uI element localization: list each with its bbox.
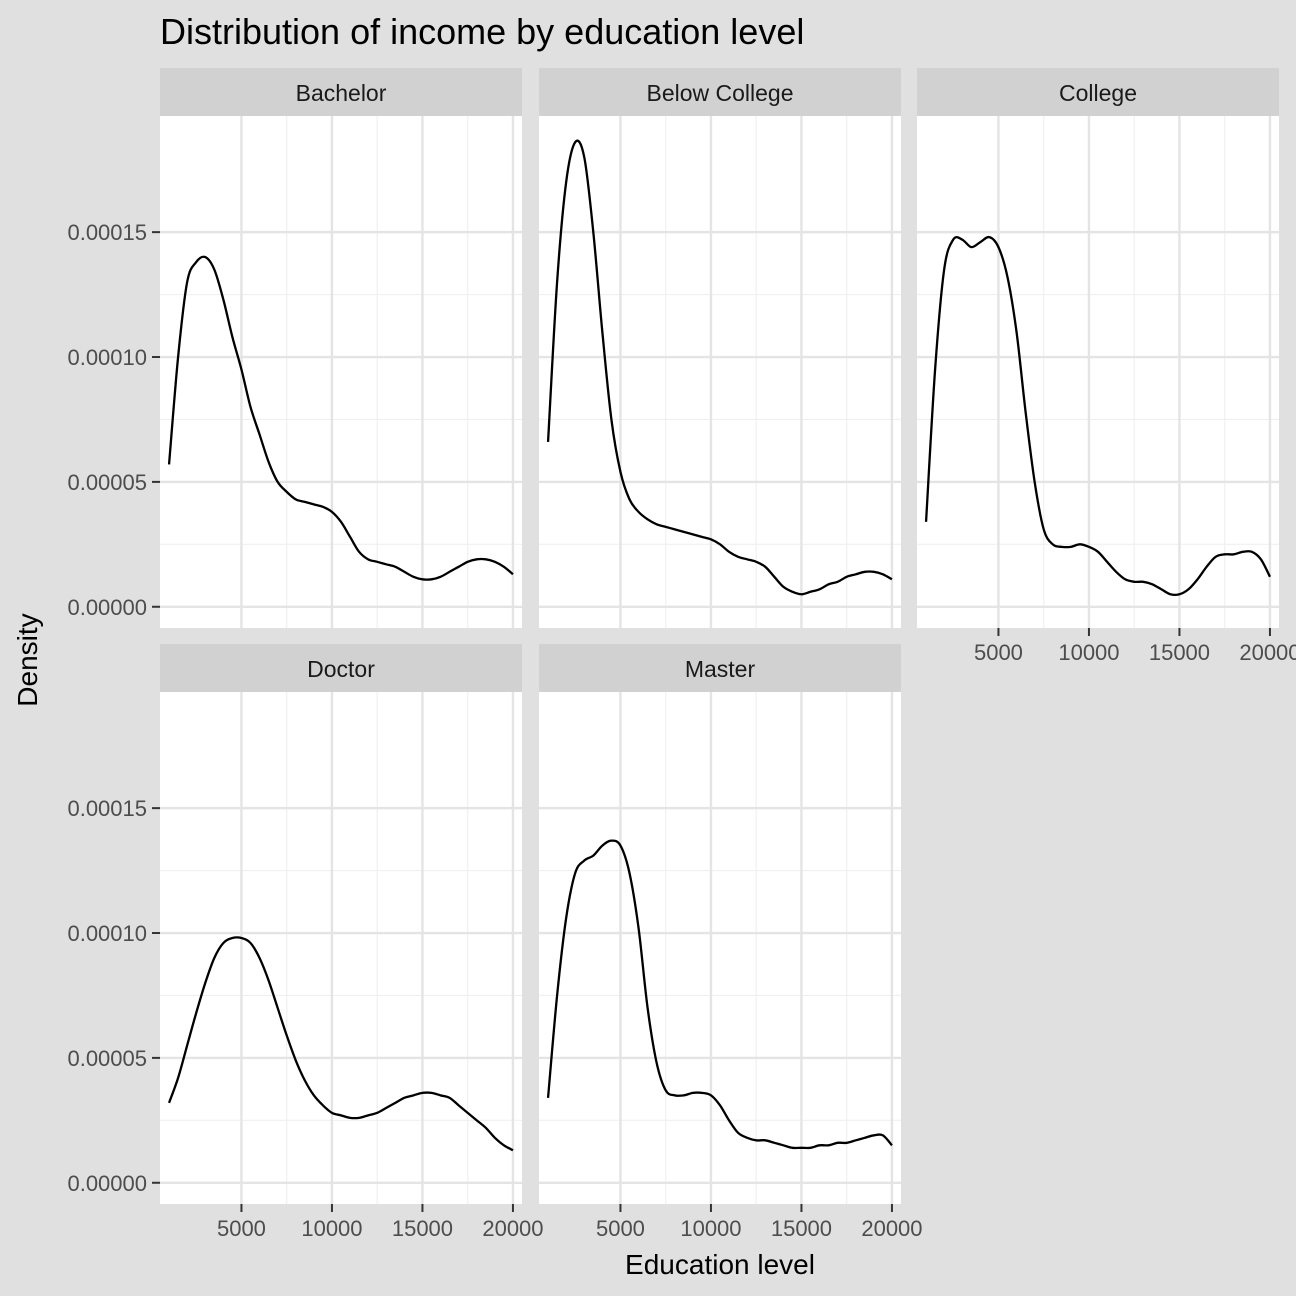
facet-panel-master: Master 5000 10000 15000 20000 <box>539 644 923 1241</box>
y-tick-label: 0.00015 <box>67 796 147 821</box>
x-tick-label: 20000 <box>861 1216 922 1241</box>
x-tick-label: 15000 <box>771 1216 832 1241</box>
facet-strip-label: Below College <box>646 80 793 106</box>
chart-title: Distribution of income by education leve… <box>160 11 804 52</box>
facet-panel-below-college: Below College <box>539 68 901 628</box>
density-line <box>924 235 1271 597</box>
x-tick-label: 5000 <box>596 1216 645 1241</box>
density-line <box>167 936 514 1152</box>
y-tick-label: 0.00000 <box>67 1171 147 1196</box>
panel-background <box>160 116 522 628</box>
facet-strip <box>160 644 522 692</box>
x-tick-label: 15000 <box>392 1216 453 1241</box>
x-tick-label: 10000 <box>1058 640 1119 665</box>
x-axis-title: Education level <box>625 1249 815 1280</box>
x-tick-label: 15000 <box>1149 640 1210 665</box>
x-tick-label: 5000 <box>974 640 1023 665</box>
x-tick-label: 20000 <box>1239 640 1296 665</box>
x-tick-label: 5000 <box>217 1216 266 1241</box>
panel-background <box>539 116 901 628</box>
density-line <box>167 255 514 581</box>
facet-panel-college: College 5000 10000 15000 20000 <box>917 68 1296 665</box>
density-line <box>546 839 893 1150</box>
facet-strip <box>539 68 901 116</box>
facet-panels: Bachelor 0.00000 0.00005 0.00010 0.00015 Belo… <box>67 68 1296 1241</box>
y-tick-label: 0.00005 <box>67 1046 147 1071</box>
density-line <box>546 139 893 596</box>
panel-background <box>917 116 1279 628</box>
facet-strip <box>917 68 1279 116</box>
facet-panel-bachelor: Bachelor 0.00000 0.00005 0.00010 0.00015 <box>67 68 522 628</box>
y-tick-label: 0.00010 <box>67 345 147 370</box>
y-axis-title: Density <box>12 613 43 706</box>
x-tick-label: 10000 <box>680 1216 741 1241</box>
facet-panel-doctor: Doctor 0.00000 0.00005 0.00010 0.00015 5000 10… <box>67 644 544 1241</box>
y-tick-label: 0.00005 <box>67 470 147 495</box>
x-tick-label: 10000 <box>301 1216 362 1241</box>
facet-strip-label: Doctor <box>307 656 375 682</box>
x-tick-label: 20000 <box>482 1216 543 1241</box>
facet-strip <box>160 68 522 116</box>
y-tick-label: 0.00015 <box>67 220 147 245</box>
facet-strip-label: Master <box>685 656 756 682</box>
panel-background <box>539 692 901 1204</box>
facet-strip-label: Bachelor <box>296 80 387 106</box>
y-tick-label: 0.00000 <box>67 595 147 620</box>
y-tick-label: 0.00010 <box>67 921 147 946</box>
facet-strip-label: College <box>1059 80 1137 106</box>
facet-strip <box>539 644 901 692</box>
